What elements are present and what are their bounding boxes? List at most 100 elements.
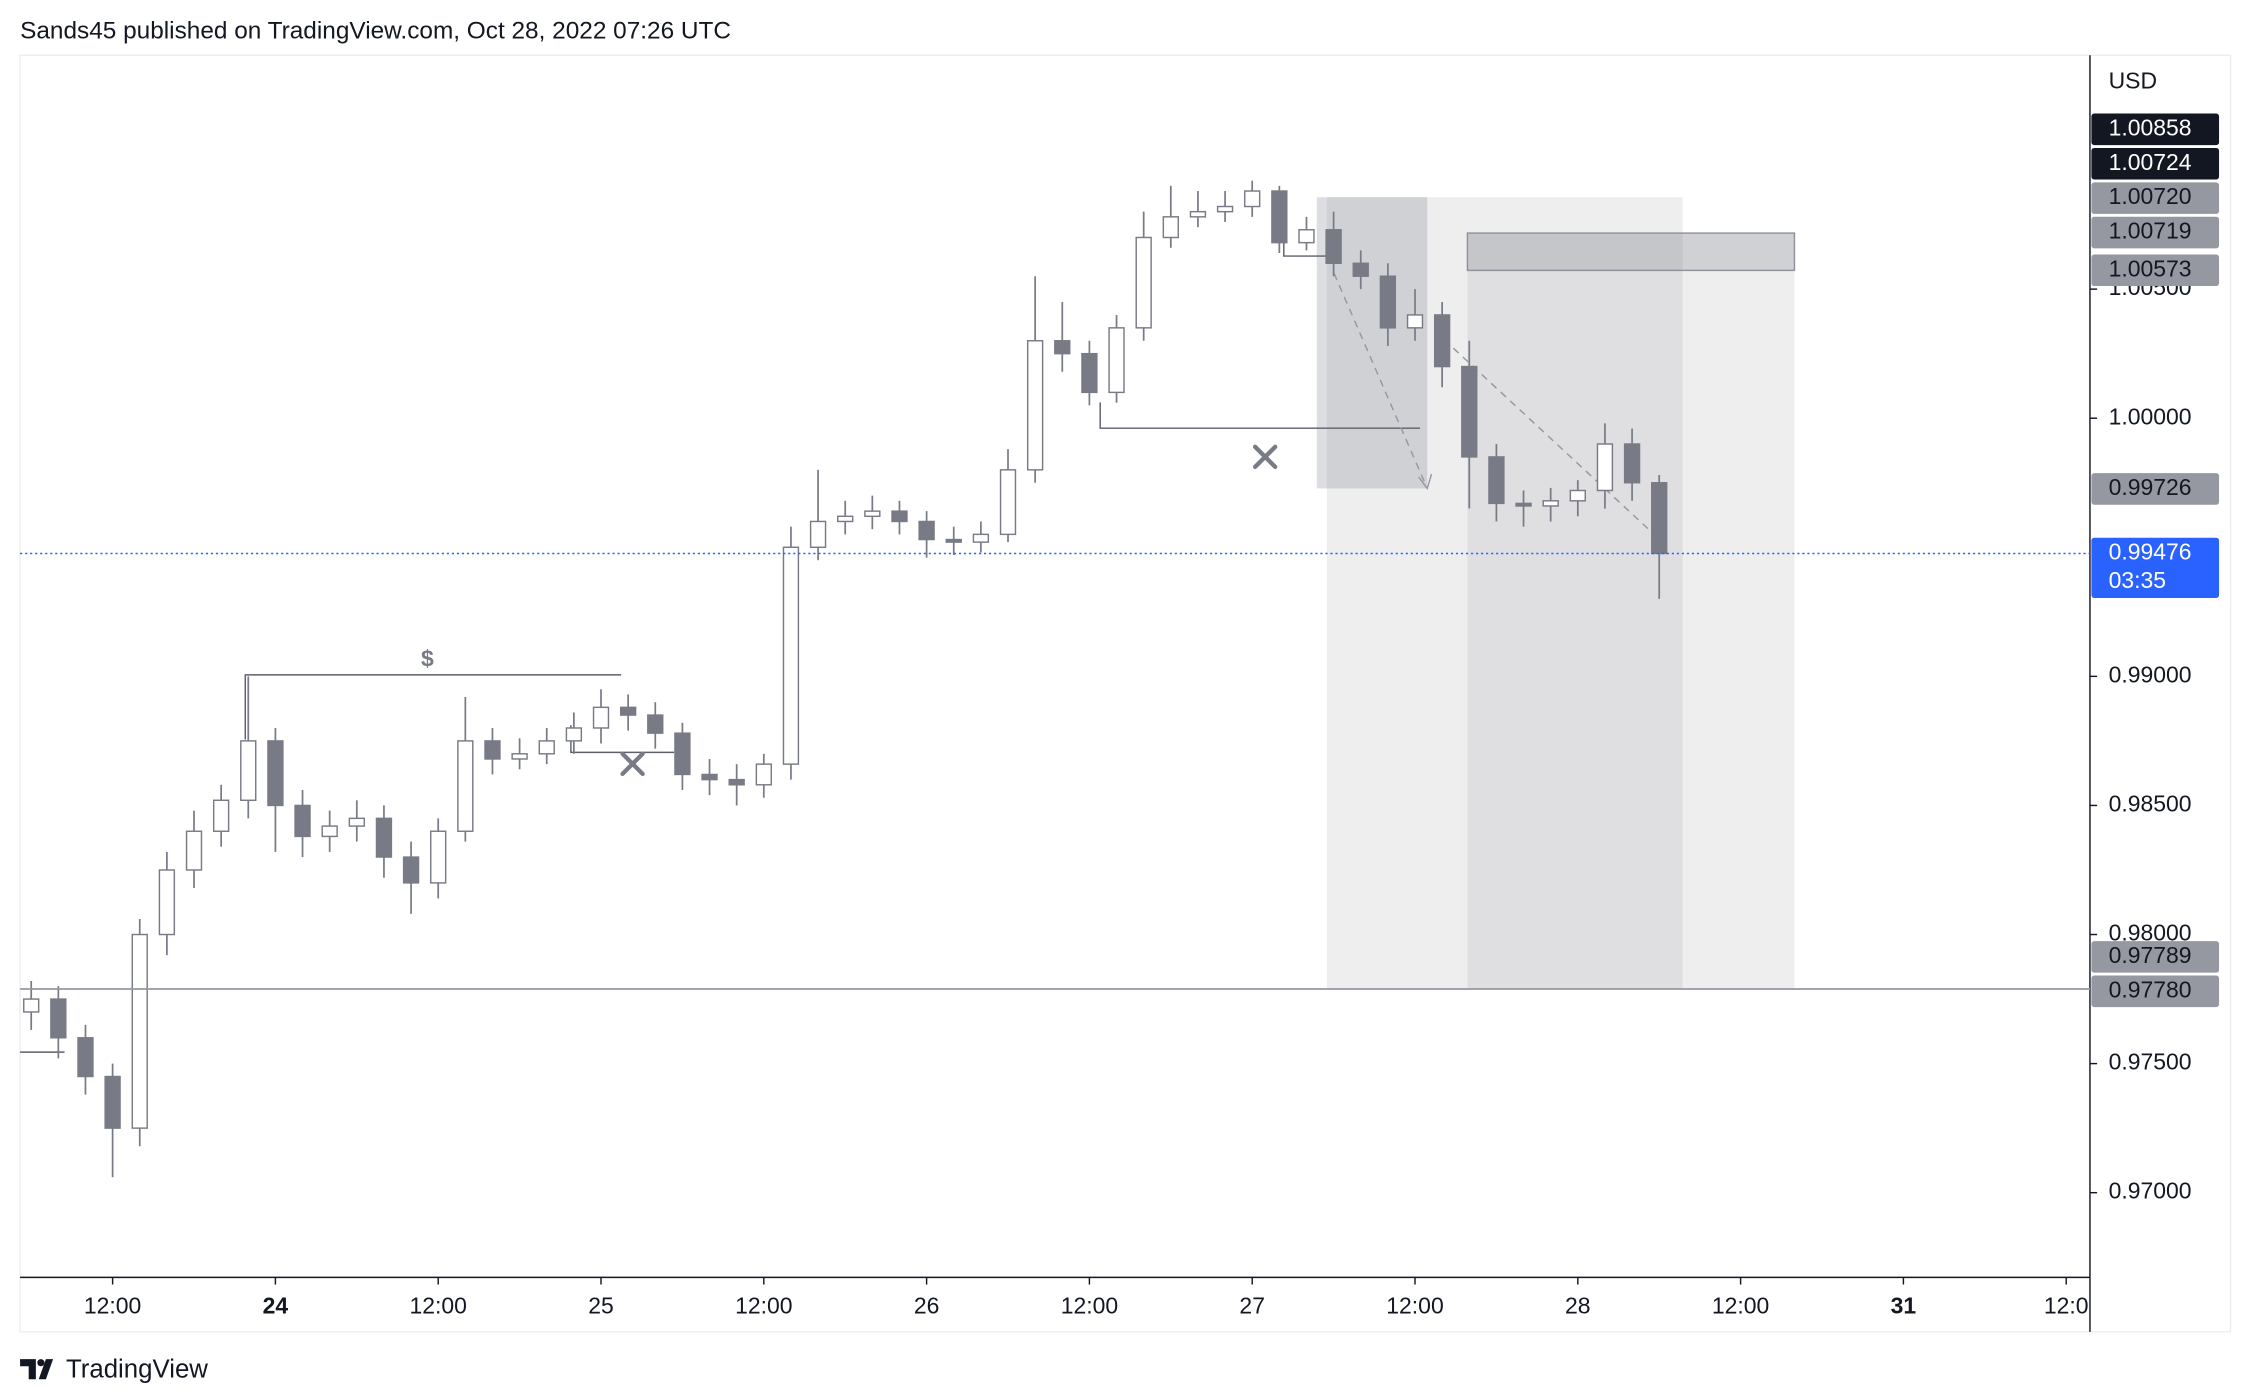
price-label-box [2091,182,2220,214]
level-line [244,674,622,740]
candle-body [375,817,393,858]
candle-body [1135,236,1152,329]
chart-frame [19,54,2232,1333]
candle-body [484,740,501,760]
candle-body [1026,340,1044,471]
candle-body [918,520,935,541]
drawings: $ [20,197,1796,1053]
candle-body [837,515,854,523]
price-label-box [2091,113,2220,146]
candle-body [1081,352,1098,394]
candle-body [1244,190,1261,208]
candle-body [1542,500,1559,507]
price-label: 0.97780 [2109,976,2192,1002]
candle-body [158,869,176,936]
candle-body [999,469,1017,536]
candle-body [1271,190,1288,244]
candle-body [1569,489,1586,502]
candle-body [104,1075,121,1129]
candle-body [457,740,474,832]
candle-body [131,933,148,1129]
y-tick-label: 1.00000 [2109,403,2192,429]
candle-body [1406,314,1424,329]
candle-body [1216,205,1234,213]
candle-body [1623,443,1641,484]
candle-body [50,998,67,1039]
candle-body [348,817,365,827]
candle-body [77,1037,94,1078]
x-tick-label: 26 [914,1293,940,1319]
publish-header: Sands45 published on TradingView.com, Oc… [20,18,731,45]
candle-body [1298,229,1315,244]
candle-body [1433,314,1451,368]
candle-body [267,740,284,807]
candle-body [647,714,664,734]
dashed-path [1333,272,1428,489]
candle-body [945,538,962,543]
price-label-box [2091,147,2220,180]
price-label-box [2091,975,2220,1008]
price-label: 1.00719 [2109,218,2192,244]
x-tick-label: 12:00 [410,1293,467,1319]
tradingview-logo [20,1359,54,1380]
candle-body [1461,365,1478,458]
price-label: 1.00724 [2109,149,2192,175]
price-label: 0.99476 [2109,539,2192,565]
candle-body [1515,502,1532,507]
level-line [1283,237,1327,257]
arrow-head [1418,473,1433,490]
x-tick-label: 12:00 [1061,1293,1118,1319]
candle-body [212,799,230,832]
candle-body [782,546,800,765]
price-label-box [2091,254,2220,287]
price-label: 0.97789 [2109,942,2192,968]
price-label: 1.00573 [2109,255,2192,281]
candle-body [1488,456,1505,505]
candle-body [430,830,447,884]
position-entry-zone [1466,232,1796,272]
currency-label: USD [2109,68,2157,94]
y-tick-label: 0.97500 [2109,1049,2192,1075]
candle-body [1054,340,1071,355]
footer-brand: TradingView [66,1355,208,1383]
y-tick-label: 0.97000 [2109,1178,2192,1204]
candle-body [809,520,827,548]
y-tick-label: 0.98500 [2109,791,2192,817]
x-tick-label: 28 [1565,1293,1591,1319]
candle-body [1651,482,1668,555]
price-label-box [2091,537,2220,598]
x-tick-label: 27 [1239,1293,1265,1319]
price-label-box [2091,473,2220,505]
candle-body [1162,216,1179,239]
candle-body [1596,443,1614,492]
candle-body [592,706,610,729]
candle-body [728,778,745,786]
x-tick-label: 12:00 [1712,1293,1769,1319]
x-tick-label: 12:00 [1386,1293,1443,1319]
price-label-box [2091,216,2220,249]
candle-body [674,732,691,776]
candle-body [511,753,528,760]
x-tick-label: 12:00 [735,1293,792,1319]
candle-body [1108,327,1125,394]
price-label: 1.00720 [2109,183,2192,209]
x-tick-label: 31 [1891,1293,1917,1319]
candle-body [864,510,881,518]
candle-body [23,998,40,1013]
candle-body [891,510,908,523]
candle-body [402,856,420,884]
x-tick-label: 24 [263,1293,289,1319]
candle-body [1325,229,1342,265]
annotation: $ [421,646,434,672]
candle-body [1352,262,1369,277]
price-label-box [2091,941,2220,973]
candle-body [240,740,257,801]
candle-body [538,740,555,755]
candles [23,180,1668,1178]
x-tick-label: 12:0 [2044,1293,2089,1319]
candle-body [972,533,990,543]
x-tick-label: 25 [588,1293,614,1319]
candle-body [294,804,311,838]
x-tick-label: 12:00 [84,1293,141,1319]
